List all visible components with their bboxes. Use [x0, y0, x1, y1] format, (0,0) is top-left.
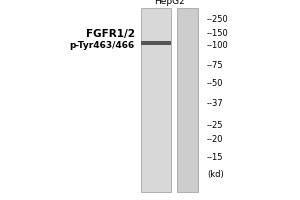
- Text: --25: --25: [207, 120, 224, 130]
- Text: --37: --37: [207, 98, 224, 108]
- Text: FGFR1/2: FGFR1/2: [86, 29, 135, 39]
- Text: --20: --20: [207, 134, 224, 144]
- Text: --100: --100: [207, 42, 229, 50]
- Text: --250: --250: [207, 16, 229, 24]
- Bar: [141, 41, 171, 45]
- Text: --50: --50: [207, 79, 224, 88]
- Bar: [141, 8, 171, 192]
- Text: (kd): (kd): [207, 170, 224, 178]
- Text: HepG2: HepG2: [154, 0, 185, 6]
- Bar: [177, 8, 198, 192]
- Text: p-Tyr463/466: p-Tyr463/466: [70, 42, 135, 50]
- Text: --150: --150: [207, 28, 229, 38]
- Text: --75: --75: [207, 60, 224, 70]
- Text: --15: --15: [207, 154, 224, 162]
